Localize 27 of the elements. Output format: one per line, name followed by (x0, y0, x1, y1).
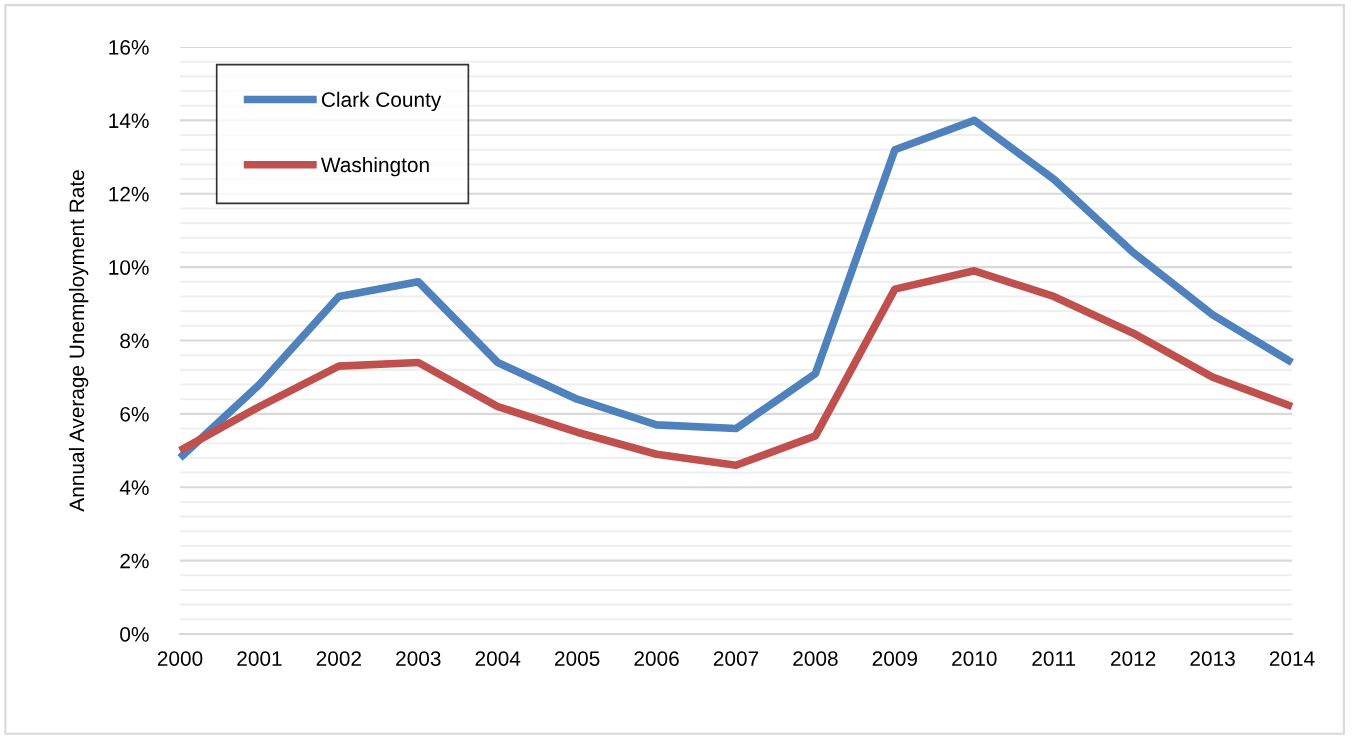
x-tick-label: 2001 (237, 651, 282, 666)
y-tick-label: 0% (120, 627, 149, 642)
x-tick-label: 2002 (316, 651, 361, 666)
y-tick-label: 6% (120, 406, 149, 422)
x-tick-label: 2000 (157, 651, 203, 666)
legend-label: Clark County (321, 91, 442, 112)
y-tick-label: 14% (109, 113, 149, 129)
x-tick-label: 2014 (1269, 651, 1315, 666)
legend-label: Washington (320, 156, 429, 177)
y-tick-label: 2% (120, 553, 149, 569)
x-tick-label: 2010 (952, 651, 997, 666)
x-tick-label: 2013 (1190, 651, 1235, 666)
y-tick-label: 16% (109, 40, 149, 55)
y-tick-label: 4% (119, 480, 149, 495)
y-tick-label: 12% (109, 186, 149, 202)
y-tick-label: 8% (120, 333, 149, 349)
x-tick-label: 2005 (555, 651, 600, 666)
x-tick-label: 2011 (1032, 651, 1076, 666)
x-tick-label: 2012 (1111, 651, 1156, 666)
x-tick-label: 2008 (793, 651, 838, 666)
y-tick-label: 10% (109, 260, 149, 275)
y-axis-title: Annual Average Unemployment Rate (68, 170, 89, 512)
x-tick-label: 2003 (396, 651, 441, 666)
x-tick-label: 2009 (872, 651, 918, 666)
x-tick-label: 2004 (475, 651, 521, 666)
x-tick-label: 2007 (713, 651, 759, 666)
x-tick-label: 2006 (634, 651, 679, 666)
